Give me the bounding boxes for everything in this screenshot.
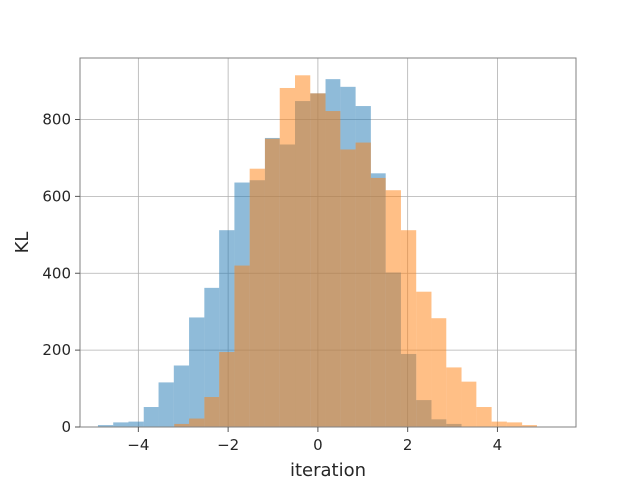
x-tick-label: −4 — [127, 436, 149, 454]
histogram-bar-series-2 — [385, 190, 401, 427]
histogram-bar-series-1 — [173, 365, 190, 427]
y-tick-label: 200 — [42, 341, 71, 359]
y-axis-ticks: 0 200 400 600 800 — [42, 111, 80, 436]
histogram-bar-series-2 — [295, 75, 311, 427]
bars — [97, 75, 537, 428]
histogram-bar-series-2 — [506, 422, 523, 427]
histogram-bar-series-2 — [476, 407, 492, 427]
x-axis-label: iteration — [290, 460, 366, 480]
axes-frame — [79, 57, 577, 428]
histogram-bar-series-2 — [325, 111, 341, 427]
histogram-bar-series-2 — [431, 318, 447, 427]
histogram-bar-series-2 — [461, 381, 477, 427]
histogram-bar-series-1 — [204, 287, 220, 427]
histogram-bar-series-2 — [249, 168, 265, 427]
y-tick-label: 0 — [61, 418, 71, 436]
histogram-bar-series-2 — [400, 230, 417, 427]
y-axis-label: KL — [12, 232, 33, 254]
histogram-bar-series-1 — [113, 422, 129, 427]
y-tick-label: 400 — [42, 264, 71, 282]
histogram-bar-series-2 — [355, 142, 371, 427]
histogram-bar-series-2 — [264, 138, 280, 427]
histogram-bar-series-2 — [370, 177, 386, 427]
x-tick-label: −2 — [217, 436, 239, 454]
histogram-bar-series-1 — [189, 317, 205, 427]
y-tick-label: 800 — [42, 111, 71, 129]
x-tick-label: 0 — [313, 436, 323, 454]
histogram-bar-series-2 — [219, 352, 235, 427]
histogram-bar-series-1 — [97, 425, 114, 427]
histogram-bar-series-2 — [174, 423, 190, 427]
x-tick-label: 2 — [403, 436, 413, 454]
histogram-bar-series-2 — [416, 291, 432, 427]
histogram-bar-series-2 — [522, 425, 537, 427]
y-tick-label: 600 — [42, 187, 71, 205]
histogram-bar-series-1 — [158, 382, 174, 427]
x-axis-ticks: −4 −2 0 2 4 — [127, 427, 502, 454]
histogram-bar-series-1 — [128, 421, 144, 427]
histogram-bar-series-2 — [279, 87, 296, 427]
histogram-bar-series-2 — [310, 93, 326, 428]
histogram-bar-series-2 — [234, 265, 250, 427]
histogram-bar-series-2 — [189, 418, 205, 427]
histogram-bar-series-2 — [204, 397, 220, 427]
histogram-bar-series-2 — [340, 149, 356, 427]
histogram-bar-series-2 — [491, 421, 507, 427]
x-tick-label: 4 — [493, 436, 503, 454]
histogram-bar-series-1 — [143, 407, 159, 427]
histogram-bar-series-2 — [446, 367, 462, 427]
